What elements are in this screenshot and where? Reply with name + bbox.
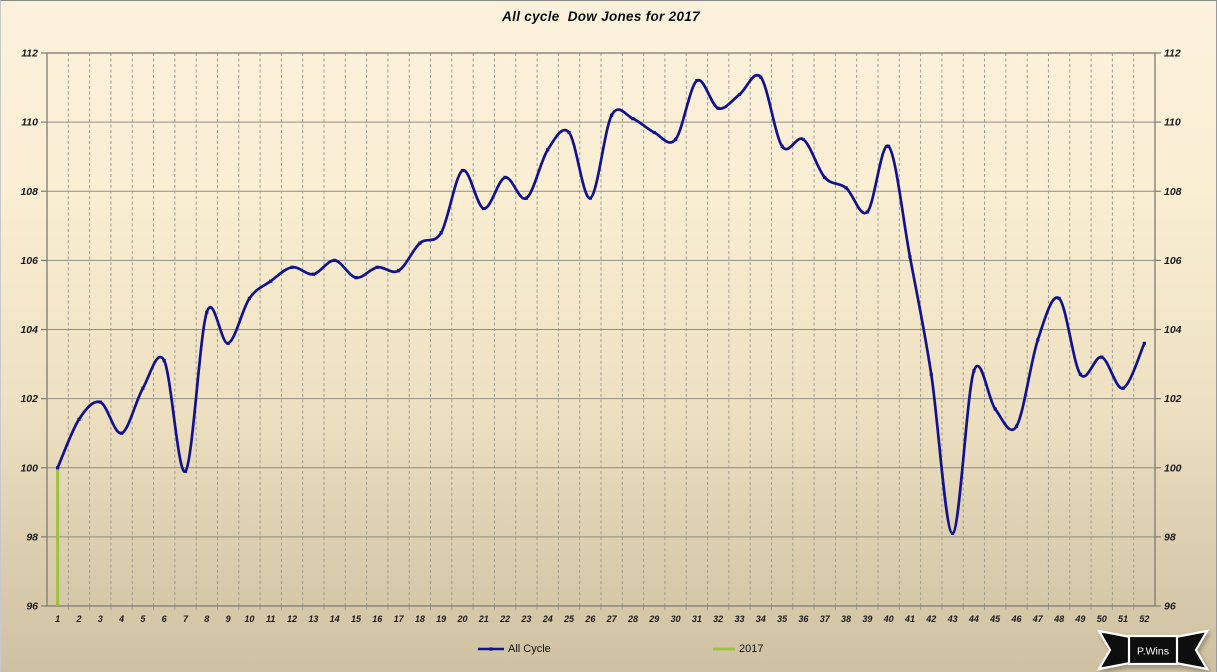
y-axis-label: 110: [1164, 117, 1181, 129]
x-axis-label: 46: [1010, 614, 1022, 624]
x-axis-label: 44: [968, 614, 979, 624]
x-axis-label: 42: [925, 614, 936, 624]
legend-label-all-cycle: All Cycle: [508, 643, 551, 655]
x-axis-label: 48: [1053, 614, 1064, 624]
x-axis-label: 3: [98, 614, 103, 624]
y-axis-left: 96 98 100 102 104 106 108 110 112: [20, 48, 47, 613]
x-axis-label: 29: [648, 614, 659, 624]
x-axis-label: 41: [904, 614, 915, 624]
x-axis-label: 5: [140, 614, 146, 624]
x-axis-label: 25: [563, 614, 575, 624]
y-axis-label: 104: [20, 324, 38, 336]
x-axis-label: 20: [456, 614, 467, 624]
y-axis-label: 98: [26, 531, 38, 543]
y-axis-label: 96: [1164, 601, 1176, 613]
legend-item-all-cycle[interactable]: All Cycle: [477, 641, 551, 657]
x-axis-label: 35: [777, 614, 788, 624]
year-2017-legend-line-icon: [713, 647, 735, 651]
x-axis-label: 34: [756, 614, 766, 624]
legend: All Cycle 2017: [1, 641, 1216, 661]
chart-title: All cycle Dow Jones for 2017: [502, 9, 700, 24]
y-axis-label: 96: [26, 601, 38, 613]
x-axis-label: 40: [883, 614, 894, 624]
x-axis-label: 52: [1139, 614, 1149, 624]
y-axis-label: 110: [21, 117, 38, 129]
x-axis-label: 19: [436, 614, 446, 624]
x-axis-label: 15: [351, 614, 362, 624]
x-axis-label: 16: [372, 614, 383, 624]
x-axis-label: 11: [266, 614, 275, 624]
x-axis-label: 4: [118, 614, 124, 624]
x-axis-label: 49: [1074, 614, 1085, 624]
x-axis-label: 43: [947, 614, 958, 624]
all-cycle-markers: [56, 75, 1146, 536]
x-axis-label: 1: [55, 614, 60, 624]
y-axis-label: 100: [1164, 462, 1182, 474]
x-axis-label: 22: [499, 614, 510, 624]
x-axis-label: 13: [308, 614, 318, 624]
x-axis-label: 18: [415, 614, 425, 624]
y-axis-label: 104: [1164, 324, 1182, 336]
y-axis-label: 112: [1164, 48, 1181, 60]
x-axis-label: 37: [820, 614, 831, 624]
x-axis-label: 21: [478, 614, 489, 624]
y-axis-label: 102: [20, 393, 38, 405]
y-axis-label: 108: [1164, 186, 1182, 198]
x-axis-label: 26: [584, 614, 596, 624]
x-axis-label: 45: [989, 614, 1001, 624]
x-axis-label: 47: [1032, 614, 1044, 624]
x-axis-label: 36: [798, 614, 809, 624]
y-axis-label: 100: [20, 462, 38, 474]
gridlines: [47, 53, 1155, 610]
x-axis-label: 17: [394, 614, 405, 624]
x-axis-label: 9: [226, 614, 231, 624]
x-axis-label: 31: [692, 614, 702, 624]
x-axis-label: 50: [1097, 614, 1107, 624]
x-axis-label: 28: [627, 614, 638, 624]
x-axis-label: 51: [1118, 614, 1128, 624]
x-axis-label: 33: [734, 614, 744, 624]
y-axis-label: 106: [20, 255, 38, 267]
x-axis-label: 38: [841, 614, 851, 624]
x-axis-label: 2: [75, 614, 81, 624]
x-axis-label: 32: [713, 614, 723, 624]
x-axis-label: 39: [862, 614, 872, 624]
x-axis-label: 14: [330, 614, 340, 624]
x-axis-label: 24: [542, 614, 553, 624]
legend-label-2017: 2017: [739, 643, 764, 655]
ribbon-badge-label: P.Wins: [1137, 646, 1169, 658]
y-axis-right: 96 98 100 102 104 106 108 110 112: [1155, 48, 1182, 613]
x-axis-label: 12: [287, 614, 297, 624]
y-axis-label: 98: [1164, 531, 1176, 543]
y-axis-label: 102: [1164, 393, 1182, 405]
x-axis-label: 7: [183, 614, 189, 624]
x-axis: 1 2 3 4 5 6 7 8 9 10 11 12 13 14 15 16 17 18 19 20 21 22 23 24 2…: [55, 614, 1149, 624]
x-axis-label: 23: [520, 614, 531, 624]
ribbon-center-panel: [1127, 634, 1179, 666]
y-axis-label: 112: [21, 48, 38, 60]
x-axis-label: 27: [606, 614, 618, 624]
x-axis-label: 10: [244, 614, 254, 624]
x-axis-label: 30: [671, 614, 681, 624]
y-axis-label: 108: [20, 186, 38, 198]
y-axis-label: 106: [1164, 255, 1182, 267]
x-axis-label: 8: [204, 614, 209, 624]
all-cycle-legend-line-icon: [478, 647, 504, 651]
x-axis-label: 6: [162, 614, 168, 624]
pwins-ribbon-badge[interactable]: P.Wins: [1097, 628, 1209, 672]
legend-item-2017[interactable]: 2017: [712, 641, 763, 657]
